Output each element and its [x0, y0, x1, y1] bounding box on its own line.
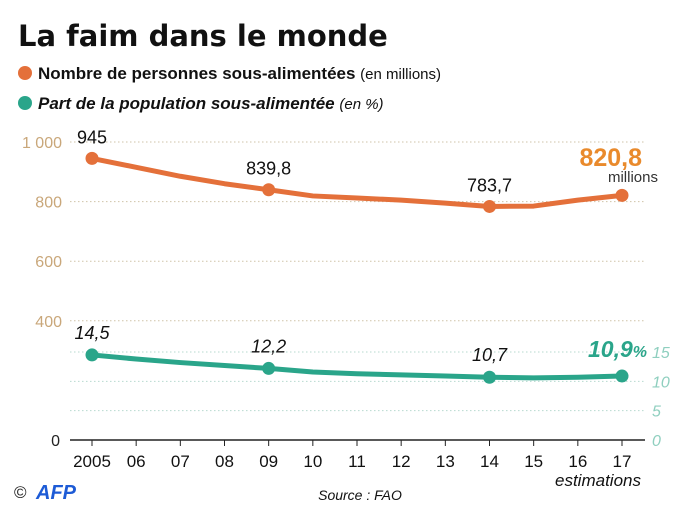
left-tick-label: 400 — [35, 314, 62, 331]
x-tick-label: 13 — [436, 452, 455, 471]
data-point — [615, 188, 629, 202]
svg-text:AFP: AFP — [35, 482, 77, 504]
legend-item-1: Nombre de personnes sous-alimentées (en … — [38, 64, 441, 83]
x-tick-label: 15 — [524, 452, 543, 471]
x-tick-label: 2005 — [73, 452, 111, 471]
data-label: 839,8 — [246, 159, 291, 179]
data-point — [262, 183, 276, 197]
series-line-2 — [89, 352, 625, 381]
data-label: 783,7 — [467, 175, 512, 195]
data-label: 10,7 — [472, 345, 508, 365]
right-tick-label: 0 — [652, 433, 661, 450]
data-point — [483, 370, 496, 384]
series-line-1 — [89, 155, 625, 209]
x-tick-label: 11 — [348, 452, 366, 471]
left-tick-label: 600 — [35, 254, 62, 271]
right-tick-label: 15 — [652, 345, 670, 362]
right-tick-label: 5 — [652, 404, 661, 421]
x-tick-label: 14 — [480, 452, 499, 471]
data-label: 12,2 — [251, 336, 286, 356]
legend-swatch-orange — [18, 66, 32, 80]
final-value-label: 10,9% — [588, 336, 647, 362]
source: Source : FAO — [318, 487, 402, 503]
left-tick-label: 1 000 — [22, 135, 62, 152]
final-value-unit: millions — [608, 169, 658, 186]
data-label: 14,5 — [74, 323, 110, 343]
x-tick-label: 16 — [568, 452, 587, 471]
legend-label-2: Part de la population sous-alimentée — [38, 94, 335, 113]
data-point — [85, 151, 99, 165]
final-value-label: 820,8 — [579, 144, 642, 172]
x-tick-label: 09 — [259, 452, 278, 471]
x-tick-label: 06 — [127, 452, 146, 471]
data-point — [483, 199, 496, 213]
x-tick-label: 08 — [215, 452, 234, 471]
legend-unit-2: (en %) — [339, 96, 383, 113]
x-tick-label: 07 — [171, 452, 190, 471]
x-tick-label: 17 — [613, 452, 632, 471]
legend-unit-1: (en millions) — [360, 66, 441, 83]
data-label: 945 — [77, 127, 107, 147]
legend-swatch-green — [18, 96, 32, 110]
afp-logo: © AFP — [14, 482, 77, 504]
data-point — [85, 348, 99, 362]
x-note: estimations — [555, 471, 641, 490]
left-tick-label: 0 — [51, 433, 60, 450]
chart-title: La faim dans le monde — [18, 19, 388, 53]
data-point — [615, 369, 629, 383]
svg-text:©: © — [14, 483, 27, 502]
right-tick-label: 10 — [652, 374, 670, 391]
legend-item-2: Part de la population sous-alimentée (en… — [38, 94, 384, 113]
x-tick-label: 12 — [392, 452, 411, 471]
data-point — [262, 361, 276, 375]
left-tick-label: 800 — [35, 195, 62, 212]
legend-label-1: Nombre de personnes sous-alimentées — [38, 64, 355, 83]
x-tick-label: 10 — [303, 452, 322, 471]
